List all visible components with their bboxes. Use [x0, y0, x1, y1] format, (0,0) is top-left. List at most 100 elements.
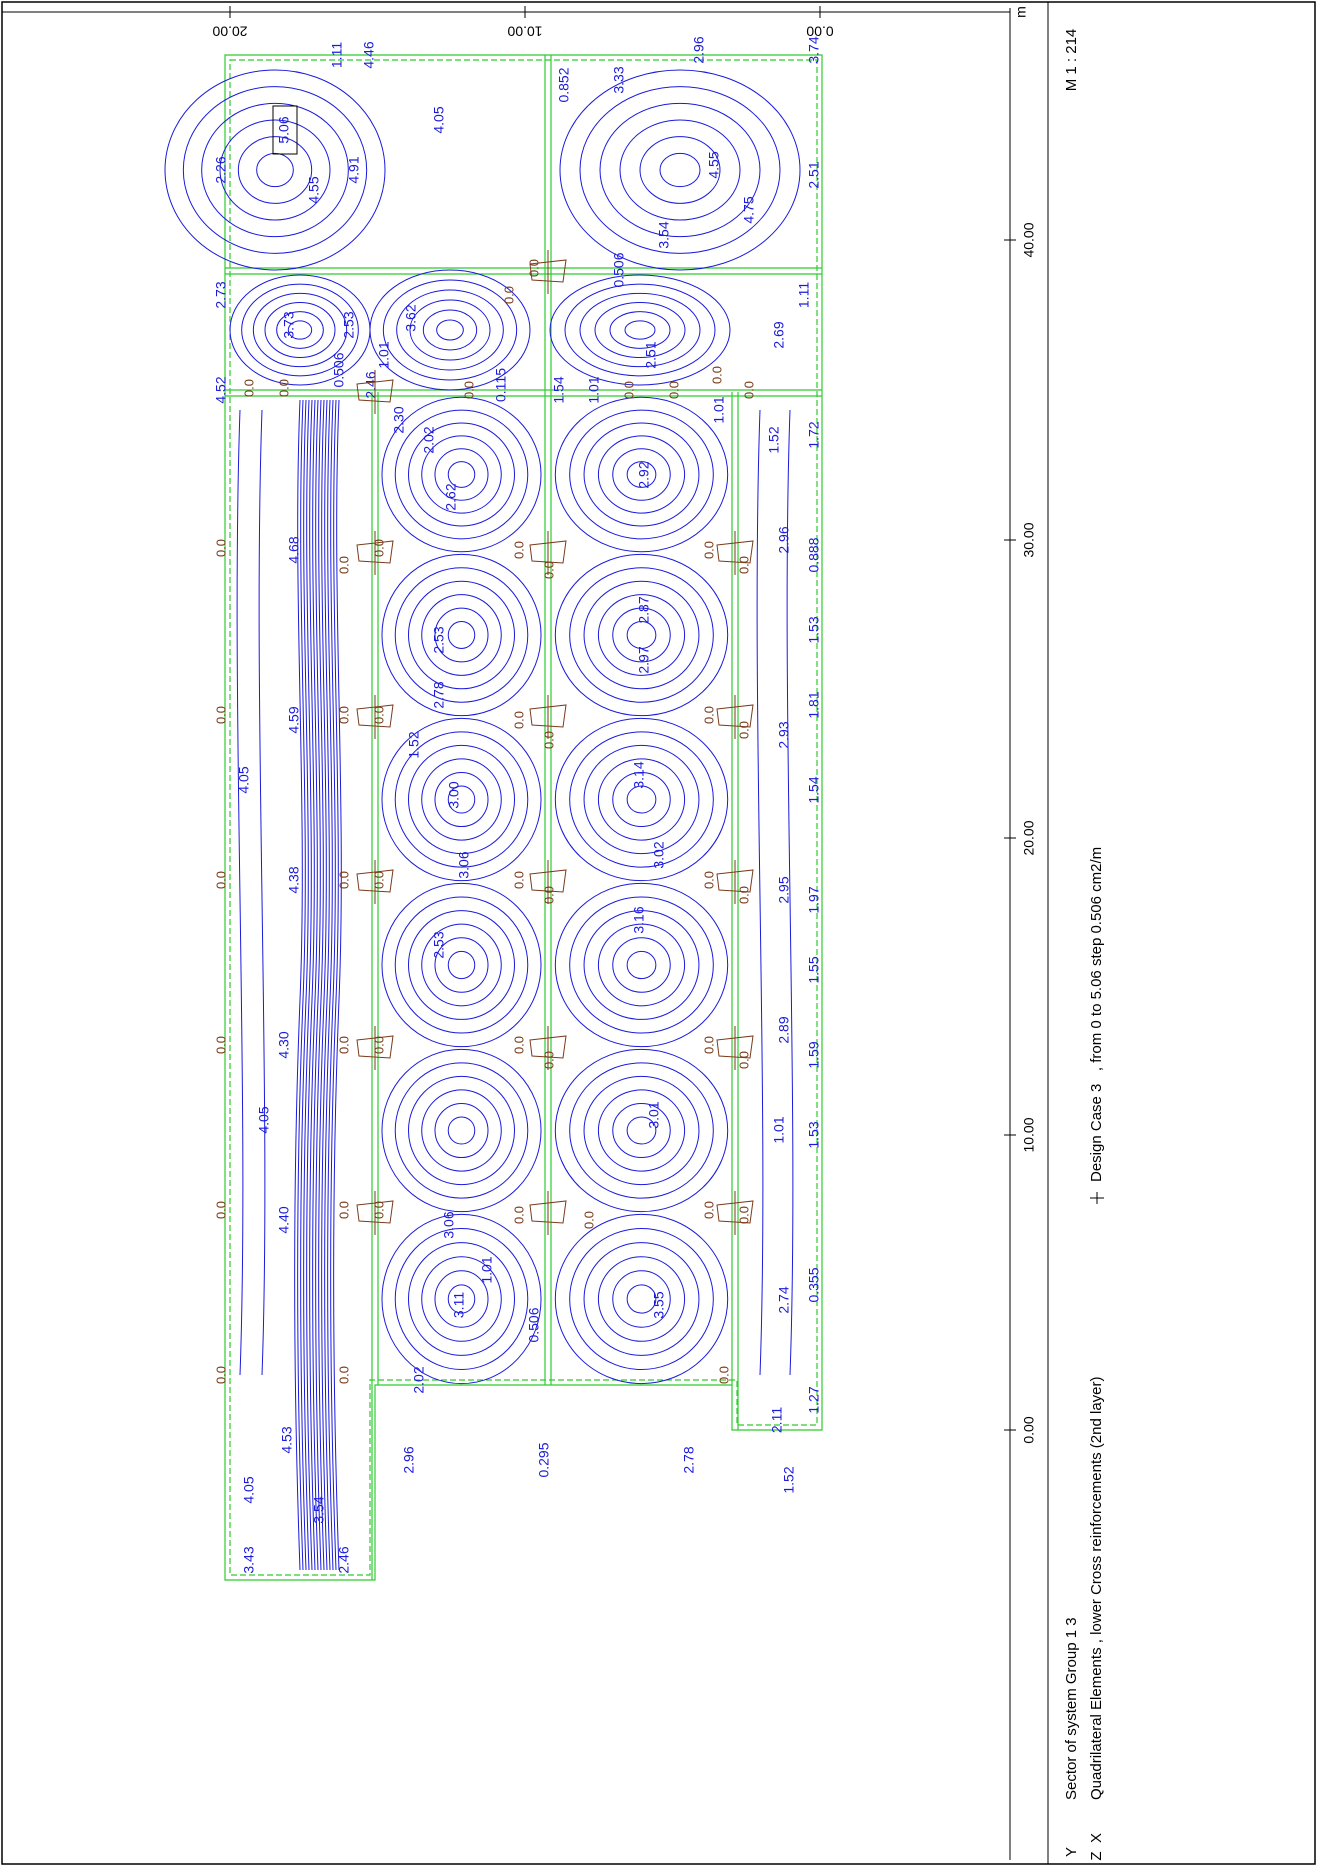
design-case-caption: Design Case 3 , from 0 to 5.06 step 0.50…	[1088, 847, 1105, 1182]
contour-label: 2.51	[806, 161, 822, 188]
zero-label: 0.0	[666, 381, 681, 399]
contour-line	[257, 153, 294, 186]
contour-line	[448, 951, 475, 978]
coordinate-symbol: X	[1088, 1833, 1105, 1843]
contour-label: 3.54	[656, 221, 672, 248]
contour-label: 2.96	[776, 526, 792, 553]
contour-label: 1.54	[551, 376, 567, 403]
zero-label: 0.0	[213, 539, 228, 557]
contour-line	[395, 568, 528, 702]
column-symbol	[357, 1026, 393, 1070]
contour-line	[598, 1257, 684, 1342]
contour-label: 2.89	[776, 1016, 792, 1043]
contour-label: 2.96	[691, 36, 707, 63]
contour-label: 4.40	[276, 1206, 292, 1233]
column-symbol	[530, 531, 566, 575]
contour-line	[408, 911, 514, 1020]
contour-line	[382, 883, 541, 1046]
contour-line	[448, 1117, 475, 1144]
sheet-frame	[2, 2, 1315, 1864]
contour-label: 4.53	[279, 1426, 295, 1453]
contour-label: 3.00	[446, 781, 462, 808]
zero-label: 0.0	[336, 1201, 351, 1219]
zero-label: 0.0	[541, 1051, 556, 1069]
contour-label: 4.05	[241, 1476, 257, 1503]
zero-label: 0.0	[701, 706, 716, 724]
contour-label: 1.01	[586, 376, 602, 403]
contour-label: 1.01	[376, 341, 392, 368]
contour-label: 2.78	[431, 681, 447, 708]
contour-line	[408, 1076, 514, 1184]
contour-label: 1.27	[806, 1386, 822, 1413]
contour-label: 4.68	[286, 536, 302, 563]
contour-label: 1.97	[806, 886, 822, 913]
top-tick-label: 10.00	[507, 23, 542, 39]
zero-label: 0.0	[371, 1036, 386, 1054]
contour-line	[183, 87, 366, 254]
contour-label: 3.16	[631, 906, 647, 933]
bottom-tick-label: 0.00	[1021, 1416, 1037, 1443]
contour-line	[660, 153, 700, 186]
contour-line	[395, 1063, 528, 1198]
contour-label: 1.72	[806, 421, 822, 448]
contour-label: 2.53	[341, 311, 357, 338]
zero-label: 0.0	[213, 1366, 228, 1384]
contour-line	[555, 1049, 727, 1211]
zero-label: 0.0	[213, 1036, 228, 1054]
column-symbol	[357, 1191, 393, 1235]
axis-unit: m	[1013, 6, 1029, 18]
contour-line	[382, 1049, 541, 1211]
contour-line	[259, 410, 265, 1375]
contour-line	[382, 554, 541, 715]
contour-label: 2.62	[443, 483, 459, 510]
zero-label: 0.0	[371, 706, 386, 724]
zero-label: 0.0	[736, 1206, 751, 1224]
contour-label: 2.96	[401, 1446, 417, 1473]
zero-label: 0.0	[213, 1201, 228, 1219]
contour-line	[555, 718, 727, 880]
contour-line	[408, 581, 514, 689]
zero-label: 0.0	[621, 381, 636, 399]
zero-label: 0.0	[461, 381, 476, 399]
contour-label: 2.02	[411, 1366, 427, 1393]
contour-label: 1.11	[329, 42, 345, 68]
column-symbol	[530, 1191, 566, 1235]
contour-label: 0.506	[331, 352, 347, 387]
contour-label: 0.115	[493, 368, 509, 402]
zero-label: 0.0	[736, 556, 751, 574]
contour-label: 0.295	[536, 1442, 552, 1477]
contour-label: 2.95	[776, 876, 792, 903]
contour-label: 2.74	[776, 1286, 792, 1313]
contour-line	[580, 293, 700, 366]
contour-line	[600, 103, 760, 236]
contour-line	[437, 320, 464, 340]
contour-line	[570, 1229, 714, 1370]
contour-line	[265, 303, 335, 358]
contour-label: 4.05	[256, 1106, 272, 1133]
contour-line	[625, 321, 655, 339]
design-case-icon	[1090, 1192, 1104, 1204]
contour-label: 1.81	[806, 691, 822, 718]
contour-label: 3.55	[651, 1291, 667, 1318]
contour-label: 3.06	[456, 851, 472, 878]
bottom-tick-label: 40.00	[1021, 222, 1037, 257]
zero-label: 0.0	[336, 871, 351, 889]
zero-label: 0.0	[526, 259, 541, 277]
sector-caption: Sector of system Group 1 3	[1063, 1617, 1080, 1800]
zero-label: 0.0	[371, 1201, 386, 1219]
contour-line	[584, 1076, 699, 1184]
contour-label: 0.506	[526, 1307, 542, 1342]
contour-label: 2.97	[636, 646, 652, 673]
contour-label: 0.888	[806, 537, 822, 572]
contour-label: 1.52	[766, 426, 782, 453]
contour-label: 3.01	[646, 1101, 662, 1128]
zero-label: 0.0	[716, 1366, 731, 1384]
contour-label: 4.59	[286, 706, 302, 733]
contour-label: 3.06	[441, 1211, 457, 1238]
contour-line	[550, 275, 730, 385]
zero-label: 0.0	[276, 379, 291, 397]
zero-label: 0.0	[511, 1036, 526, 1054]
bottom-tick-label: 10.00	[1021, 1117, 1037, 1152]
contour-label: 3.02	[651, 841, 667, 868]
contour-label: 4.52	[213, 376, 229, 403]
